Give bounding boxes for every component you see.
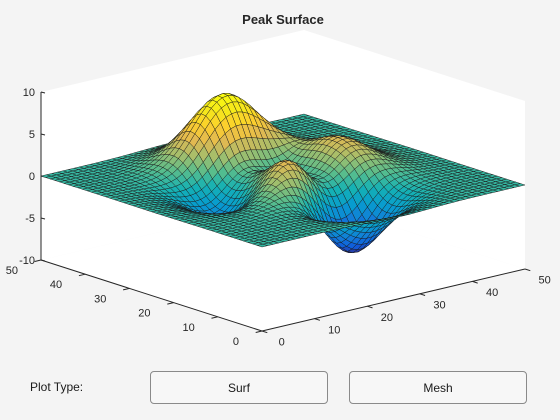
- y-tick-mark: [78, 273, 86, 277]
- x-tick-label: 0: [279, 337, 285, 349]
- surface-patch: [257, 243, 268, 248]
- plot-title: Peak Surface: [242, 12, 324, 27]
- surface-mesh: [40, 93, 526, 253]
- y-tick-label: 40: [50, 279, 62, 291]
- z-tick-label: -10: [19, 255, 35, 267]
- x-tick-mark: [261, 330, 268, 334]
- y-tick-label: 10: [183, 322, 195, 334]
- z-tick-mark: [40, 91, 46, 94]
- y-tick-mark: [255, 330, 263, 333]
- mesh-button[interactable]: Mesh: [349, 371, 527, 404]
- z-tick-label: 10: [23, 87, 35, 99]
- axes-lines: [34, 91, 531, 334]
- y-tick-label: 0: [233, 336, 239, 348]
- y-tick-label: 20: [138, 308, 150, 320]
- x-axis-line: [261, 268, 526, 332]
- x-tick-label: 30: [433, 299, 445, 311]
- surf-button[interactable]: Surf: [150, 371, 328, 404]
- x-tick-mark: [524, 268, 531, 272]
- y-tick-mark: [211, 316, 218, 319]
- z-tick-mark: [40, 259, 46, 262]
- x-tick-mark: [472, 280, 478, 284]
- z-tick-mark: [40, 133, 46, 136]
- y-tick-mark: [34, 259, 42, 262]
- x-tick-mark: [314, 318, 321, 321]
- x-tick-mark: [367, 305, 373, 309]
- axes-pane-face-0: [41, 198, 525, 331]
- y-tick-label: 50: [6, 265, 18, 277]
- y-tick-mark: [167, 302, 174, 305]
- z-tick-label: 5: [29, 129, 35, 141]
- x-tick-label: 10: [328, 324, 340, 336]
- x-tick-mark: [419, 293, 426, 296]
- x-tick-label: 20: [381, 312, 393, 324]
- plot-type-label: Plot Type:: [30, 380, 84, 394]
- x-tick-label: 40: [486, 287, 498, 299]
- x-tick-label: 50: [539, 275, 551, 287]
- y-tick-label: 30: [94, 293, 106, 305]
- z-tick-mark: [40, 217, 46, 220]
- z-tick-label: 0: [29, 171, 35, 183]
- z-tick-label: -5: [25, 213, 35, 225]
- y-axis-line: [40, 259, 263, 332]
- y-tick-mark: [122, 287, 130, 291]
